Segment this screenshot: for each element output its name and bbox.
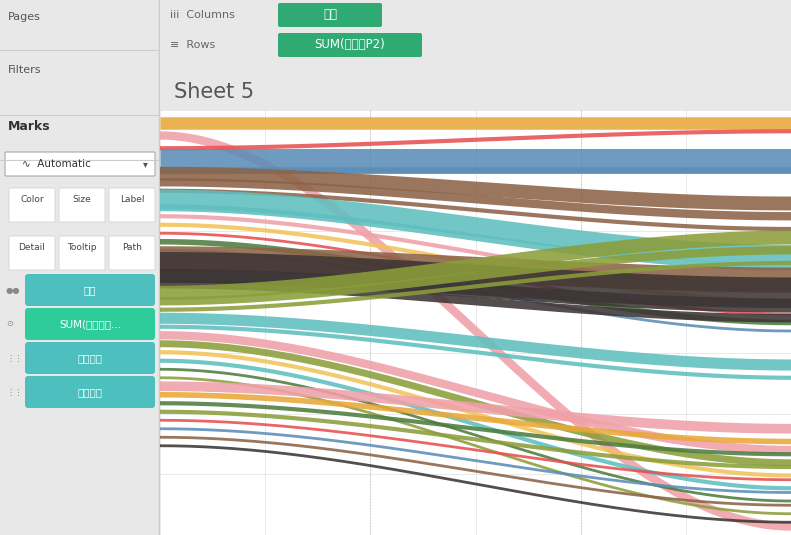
Text: ⊙: ⊙ [6,319,13,328]
Text: ▾: ▾ [143,159,148,169]
FancyBboxPatch shape [9,188,55,222]
FancyBboxPatch shape [278,3,382,27]
Text: Size: Size [73,195,92,203]
FancyBboxPatch shape [25,376,155,408]
FancyBboxPatch shape [59,236,105,270]
Text: ⋮⋮⋮: ⋮⋮⋮ [6,354,31,363]
Text: Tooltip: Tooltip [67,242,97,251]
FancyBboxPatch shape [25,308,155,340]
Text: SUM(全美電影...: SUM(全美電影... [59,319,121,329]
Text: SUM(畫曲線P2): SUM(畫曲線P2) [315,39,385,51]
FancyBboxPatch shape [59,188,105,222]
FancyBboxPatch shape [278,33,422,57]
Text: Path: Path [122,242,142,251]
FancyBboxPatch shape [109,188,155,222]
FancyBboxPatch shape [5,152,155,176]
Text: Marks: Marks [8,120,51,133]
Text: ≡  Rows: ≡ Rows [170,40,215,50]
Text: ∿  Automatic: ∿ Automatic [22,159,91,169]
Text: Filters: Filters [8,65,41,75]
FancyBboxPatch shape [25,342,155,374]
Text: 英文片名: 英文片名 [78,353,103,363]
FancyBboxPatch shape [9,236,55,270]
Text: iii  Columns: iii Columns [170,10,235,20]
Text: ⋮⋮⋮: ⋮⋮⋮ [6,387,31,396]
Text: Pages: Pages [8,12,41,22]
Text: 片型: 片型 [84,285,97,295]
Text: Color: Color [21,195,44,203]
Text: Detail: Detail [18,242,45,251]
Text: ●●: ●● [6,286,21,294]
FancyBboxPatch shape [109,236,155,270]
FancyBboxPatch shape [25,274,155,306]
Text: Label: Label [119,195,144,203]
Text: 中文片名: 中文片名 [78,387,103,397]
Text: Sheet 5: Sheet 5 [174,82,254,102]
Text: 横軸: 横軸 [323,9,337,21]
